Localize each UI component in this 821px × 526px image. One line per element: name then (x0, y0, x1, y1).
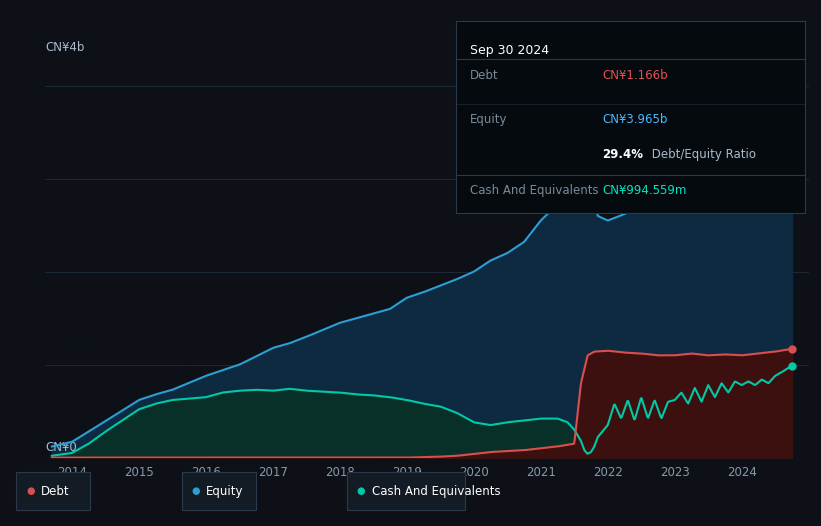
Text: Equity: Equity (470, 113, 507, 126)
Text: CN¥3.965b: CN¥3.965b (603, 113, 667, 126)
Text: ●: ● (26, 486, 34, 497)
Text: CN¥4b: CN¥4b (45, 41, 85, 54)
Text: ●: ● (191, 486, 200, 497)
Text: Debt: Debt (470, 69, 498, 82)
Text: Debt/Equity Ratio: Debt/Equity Ratio (648, 148, 755, 161)
Text: CN¥0: CN¥0 (45, 441, 77, 453)
Text: Cash And Equivalents: Cash And Equivalents (372, 485, 500, 498)
Text: Equity: Equity (206, 485, 244, 498)
Text: Cash And Equivalents: Cash And Equivalents (470, 184, 599, 197)
Text: CN¥994.559m: CN¥994.559m (603, 184, 686, 197)
Text: Sep 30 2024: Sep 30 2024 (470, 44, 548, 57)
Text: ●: ● (357, 486, 365, 497)
Text: CN¥1.166b: CN¥1.166b (603, 69, 667, 82)
Text: 29.4%: 29.4% (603, 148, 643, 161)
Text: Debt: Debt (41, 485, 70, 498)
